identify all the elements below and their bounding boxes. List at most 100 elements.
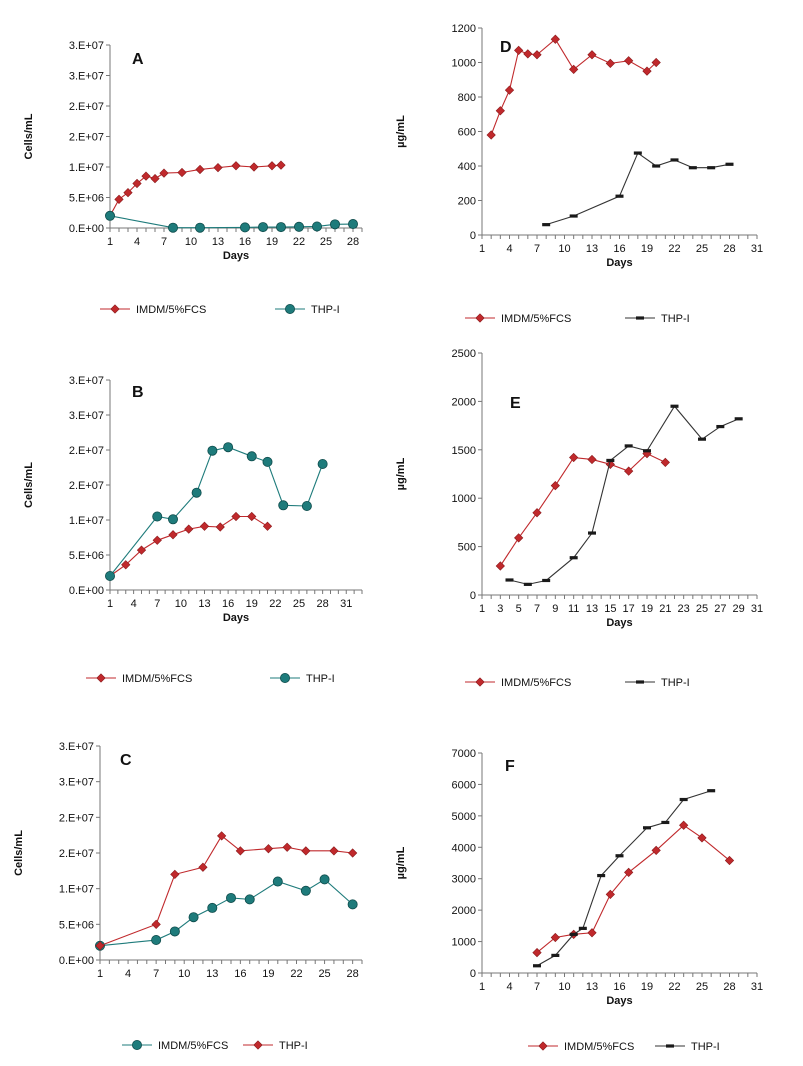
- panel-d-series-1-point: [514, 45, 524, 56]
- panel-d-series-1-point: [624, 56, 634, 66]
- panel-e-x-tick-label: 17: [623, 603, 635, 615]
- panel-f-legend-label: THP-I: [691, 1041, 720, 1053]
- panel-c-y-tick-label: 5.E+06: [59, 919, 94, 931]
- panel-b-series-1-point: [199, 521, 210, 531]
- panel-a-x-tick-label: 16: [239, 236, 251, 248]
- panel-c-y-axis-title: Cells/mL: [13, 830, 25, 876]
- panel-b-y-axis-title: Cells/mL: [23, 462, 35, 508]
- panel-e-y-tick-label: 1000: [452, 493, 476, 505]
- panel-f-legend-label: IMDM/5%FCS: [564, 1041, 634, 1053]
- panel-b-series-1-point: [168, 530, 178, 540]
- panel-e-series-1-point: [514, 533, 524, 543]
- panel-d-series-2-point: [542, 223, 551, 227]
- panel-f-series-1-point: [697, 833, 707, 843]
- panel-d-legend-marker: [475, 313, 485, 323]
- panel-f-legend-marker: [538, 1041, 548, 1051]
- panel-e-x-tick-label: 29: [733, 603, 745, 615]
- panel-c-series-2-point: [301, 846, 311, 856]
- panel-b-y-tick-label: 0.E+00: [69, 585, 104, 597]
- panel-e-series-1-point: [550, 480, 560, 491]
- panel-c-series-2-point: [170, 869, 180, 880]
- panel-b-y-tick-label: 3.E+07: [69, 375, 104, 387]
- panel-a-series-2-point: [194, 222, 205, 233]
- panel-c-series-2-point: [217, 831, 227, 841]
- panel-c-series-1-point: [319, 874, 330, 885]
- panel-f-x-tick-label: 13: [586, 981, 598, 993]
- panel-a-series-1-point: [141, 171, 151, 181]
- panel-d-series-2-point: [688, 166, 697, 170]
- panel-f-y-axis-title: µg/mL: [395, 846, 407, 879]
- panel-c-series-2-point: [95, 941, 105, 951]
- panel-b-x-tick-label: 1: [107, 598, 113, 610]
- panel-a-y-tick-label: 1.E+07: [69, 162, 104, 174]
- panel-d-series-2-point: [652, 164, 661, 168]
- panel-d-x-tick-label: 25: [696, 243, 708, 255]
- panel-d-x-tick-label: 4: [506, 243, 512, 255]
- panel-a-y-tick-label: 3.E+07: [69, 71, 104, 83]
- panel-a-series-1-point: [150, 173, 160, 184]
- panel-b-series-2-point: [246, 451, 257, 462]
- panel-f-y-tick-label: 7000: [452, 748, 476, 760]
- panel-e-y-tick-label: 500: [458, 542, 476, 554]
- panel-a-series-1-point: [195, 164, 205, 175]
- panel-e-x-tick-label: 31: [751, 603, 763, 615]
- panel-b-x-tick-label: 4: [131, 598, 137, 610]
- panel-d-legend-label: THP-I: [661, 313, 690, 325]
- panel-b-series-2-point: [191, 487, 202, 498]
- panel-c-series-2-point: [348, 848, 358, 858]
- panel-d-x-tick-label: 19: [641, 243, 653, 255]
- panel-c-x-tick-label: 4: [125, 968, 131, 980]
- panel-e-series-2-point: [670, 404, 679, 408]
- panel-b-series-2-point: [262, 456, 273, 467]
- panel-c-series-1-point: [272, 876, 283, 887]
- panel-a-series-1-point: [249, 162, 259, 172]
- panel-a-series-1-point: [231, 161, 241, 171]
- panel-a-series-2-point: [311, 221, 322, 232]
- panel-e-series-2-line: [509, 405, 739, 585]
- panel-c-label: C: [120, 752, 132, 769]
- panel-c-series-1-line: [99, 878, 354, 947]
- panel-d-series-1-point: [550, 34, 560, 44]
- panel-c-x-tick-label: 1: [97, 968, 103, 980]
- panel-c-series-2-point: [198, 862, 208, 872]
- panel-b-series-2-point: [152, 511, 163, 522]
- panel-c-series-1-point: [151, 935, 162, 946]
- panel-d-y-tick-label: 600: [458, 127, 476, 139]
- panel-b-y-tick-label: 2.E+07: [69, 445, 104, 457]
- panel-d-y-tick-label: 1000: [452, 58, 476, 70]
- panel-f-series-2-point: [643, 826, 651, 830]
- panel-f-x-tick-label: 22: [668, 981, 680, 993]
- panel-a-series-2-point: [347, 219, 358, 230]
- panel-d-x-tick-label: 1: [479, 243, 485, 255]
- panel-a-x-tick-label: 10: [185, 236, 197, 248]
- panel-d-series-1-point: [532, 50, 542, 60]
- panel-b-series-1-point: [184, 524, 194, 534]
- panel-c-x-tick-label: 16: [234, 968, 246, 980]
- panel-c-x-tick-label: 22: [290, 968, 302, 980]
- panel-d-series-1-point: [605, 58, 615, 68]
- panel-e-series-2-point: [734, 417, 743, 421]
- panel-e-legend-marker: [636, 680, 644, 684]
- panel-e-x-tick-label: 5: [516, 603, 522, 615]
- panel-b-series-1-point: [215, 522, 225, 532]
- panel-b-series-1-point: [136, 545, 147, 555]
- panel-e-series-2-point: [523, 582, 532, 586]
- panel-f-y-tick-label: 2000: [452, 905, 476, 917]
- panel-b-legend-marker: [96, 673, 106, 683]
- panel-a-x-tick-label: 7: [161, 236, 167, 248]
- panel-a-y-tick-label: 5.E+06: [69, 193, 104, 205]
- panel-d-series-1-point: [569, 64, 579, 75]
- panel-c-legend-marker: [253, 1040, 263, 1050]
- panel-b-x-tick-label: 28: [317, 598, 329, 610]
- panel-a-series-2-point: [329, 219, 340, 230]
- panel-a-label: A: [132, 51, 144, 68]
- panel-d-series-1-point: [642, 66, 652, 76]
- panel-f-series-1-point: [532, 947, 542, 958]
- panel-c-series-2-point: [329, 846, 339, 856]
- panel-a-series-2-point: [275, 222, 286, 233]
- panel-a-series-1-point: [123, 187, 133, 198]
- panel-e-series-2-point: [542, 578, 551, 583]
- panel-b-series-2-point: [317, 458, 328, 469]
- panel-f-legend-marker: [666, 1044, 674, 1048]
- panel-b-series-1-point: [121, 560, 131, 570]
